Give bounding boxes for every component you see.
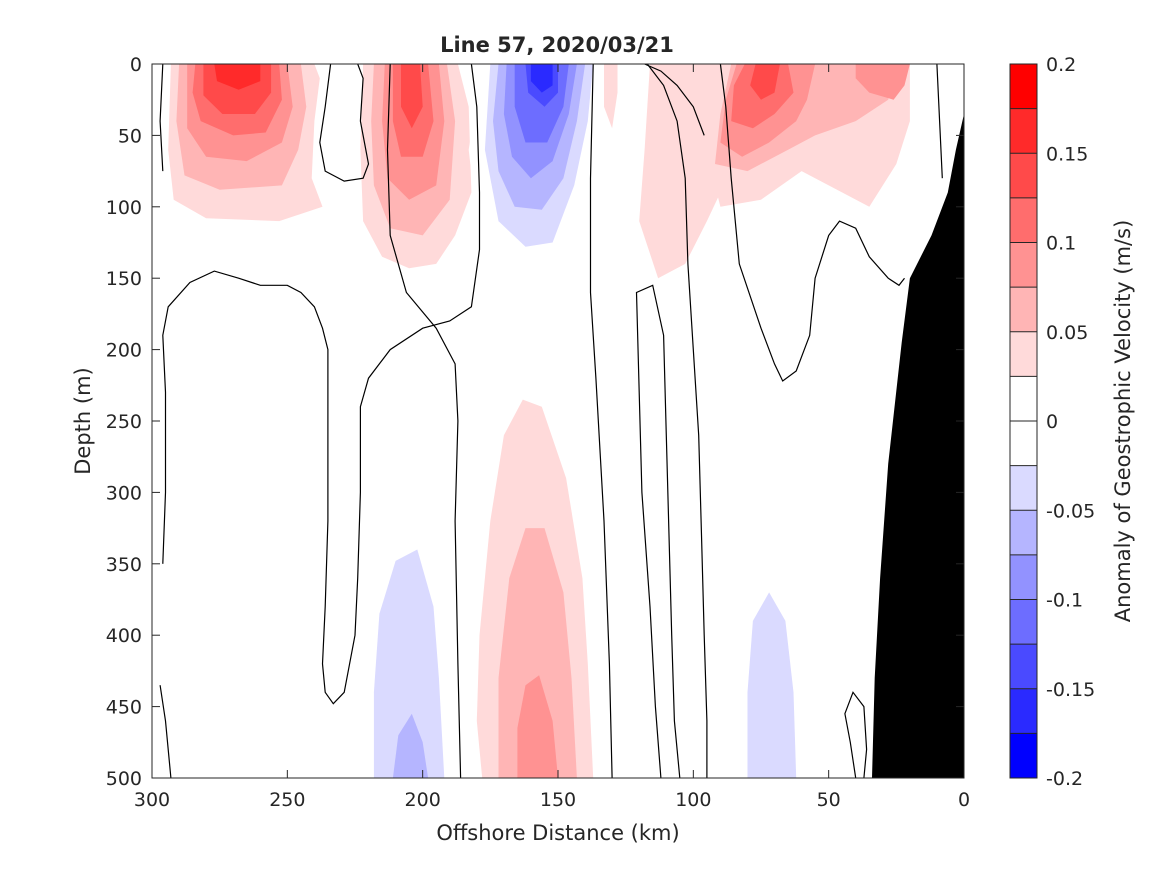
contour-region-pos-21 — [517, 675, 558, 778]
x-axis: 300 250 200 150 100 50 0 — [134, 64, 970, 811]
contour-region-pos-11 — [401, 64, 423, 129]
colorbar-swatch — [1010, 331, 1037, 377]
y-axis: 0 50 100 150 200 250 300 350 400 450 500 — [106, 54, 964, 790]
contour-line-zero-10 — [719, 63, 905, 382]
contour-line-zero-4 — [319, 63, 370, 182]
colorbar-swatch — [1010, 510, 1037, 556]
colorbar-tick-label: 0 — [1046, 411, 1058, 433]
x-tick-label: 300 — [134, 789, 170, 811]
colorbar-swatch — [1010, 376, 1037, 422]
y-tick-label: 400 — [106, 625, 142, 647]
contour-region-pos-12 — [639, 64, 734, 279]
contour-region-neg-14 — [747, 592, 797, 778]
contour-line-zero-12 — [936, 63, 943, 179]
y-tick-label: 250 — [106, 411, 142, 433]
terrain-mask — [872, 114, 964, 778]
colorbar: 0.2 0.15 0.1 0.05 0 -0.05 -0.1 -0.15 -0.2 — [1009, 54, 1095, 790]
contour-line-zero-7 — [646, 63, 708, 778]
x-tick-label: 200 — [405, 789, 441, 811]
colorbar-tick-label: 0.15 — [1046, 143, 1088, 165]
colorbar-swatch — [1010, 465, 1037, 511]
contour-line-zero-3 — [162, 63, 481, 705]
x-tick-label: 50 — [817, 789, 841, 811]
colorbar-label: Anomaly of Geostrophic Velocity (m/s) — [1111, 220, 1135, 623]
y-tick-label: 500 — [106, 768, 142, 790]
contour-region-neg-7 — [530, 64, 553, 93]
y-tick-label: 350 — [106, 554, 142, 576]
colorbar-swatch — [1010, 197, 1037, 243]
colorbar-frame — [1009, 63, 1038, 779]
colorbar-tick-label: 0.2 — [1046, 54, 1076, 76]
x-tick-label: 150 — [540, 789, 576, 811]
contour-line-zero-8 — [635, 284, 681, 779]
colorbar-swatch — [1010, 733, 1037, 779]
contour-region-pos-6 — [214, 64, 261, 90]
colorbar-swatch — [1010, 64, 1037, 110]
contour-region-neg-16 — [936, 85, 954, 236]
colorbar-tick-label: -0.1 — [1046, 590, 1083, 612]
chart-title: Line 57, 2020/03/21 — [440, 33, 674, 57]
contour-region-pos-18 — [855, 64, 910, 100]
colorbar-swatch — [1010, 108, 1037, 154]
colorbar-swatch — [1010, 644, 1037, 690]
x-axis-label: Offshore Distance (km) — [436, 821, 679, 845]
colorbar-swatch — [1010, 242, 1037, 288]
contour-region-neg-9 — [165, 363, 299, 778]
colorbar-swatch — [1010, 599, 1037, 645]
colorbar-tick-label: -0.2 — [1046, 768, 1083, 790]
colorbar-tick-label: 0.05 — [1046, 322, 1088, 344]
y-tick-label: 50 — [118, 125, 142, 147]
contour-region-pos-22 — [604, 64, 618, 129]
x-tick-label: 0 — [958, 789, 970, 811]
x-tick-label: 250 — [269, 789, 305, 811]
y-tick-label: 100 — [106, 197, 142, 219]
y-tick-label: 300 — [106, 482, 142, 504]
contour-region-neg-12 — [392, 713, 429, 778]
colorbar-swatch — [1010, 554, 1037, 600]
y-tick-label: 0 — [130, 54, 142, 76]
colorbar-tick-label: -0.15 — [1046, 679, 1095, 701]
contour-line-zero-6 — [589, 63, 613, 779]
contour-line-zero-5 — [386, 63, 462, 779]
contour-line-zero-2 — [159, 63, 164, 172]
colorbar-swatch — [1010, 153, 1037, 199]
colorbar-swatch — [1010, 421, 1037, 467]
y-tick-label: 150 — [106, 268, 142, 290]
y-tick-label: 450 — [106, 697, 142, 719]
colorbar-tick-label: 0.1 — [1046, 233, 1076, 255]
colorbar-swatch — [1010, 287, 1037, 333]
contour-line-zero-11 — [844, 691, 868, 779]
colorbar-swatch — [1010, 688, 1037, 734]
contour-region-neg-15 — [855, 478, 875, 750]
contour-region-pos-20 — [498, 528, 577, 778]
contour-line-zero-9 — [644, 63, 705, 136]
contour-region-neg-8 — [327, 71, 358, 150]
y-tick-label: 200 — [106, 340, 142, 362]
x-tick-label: 100 — [675, 789, 711, 811]
plot-area — [151, 63, 965, 779]
colorbar-tick-label: -0.05 — [1046, 500, 1095, 522]
contour-region-pos-17 — [750, 64, 780, 100]
zero-contour-lines — [159, 63, 943, 779]
contour-line-zero-1 — [159, 685, 172, 779]
continental-shelf — [872, 114, 964, 778]
contour-region-neg-11 — [373, 549, 445, 778]
y-axis-label: Depth (m) — [71, 367, 95, 474]
